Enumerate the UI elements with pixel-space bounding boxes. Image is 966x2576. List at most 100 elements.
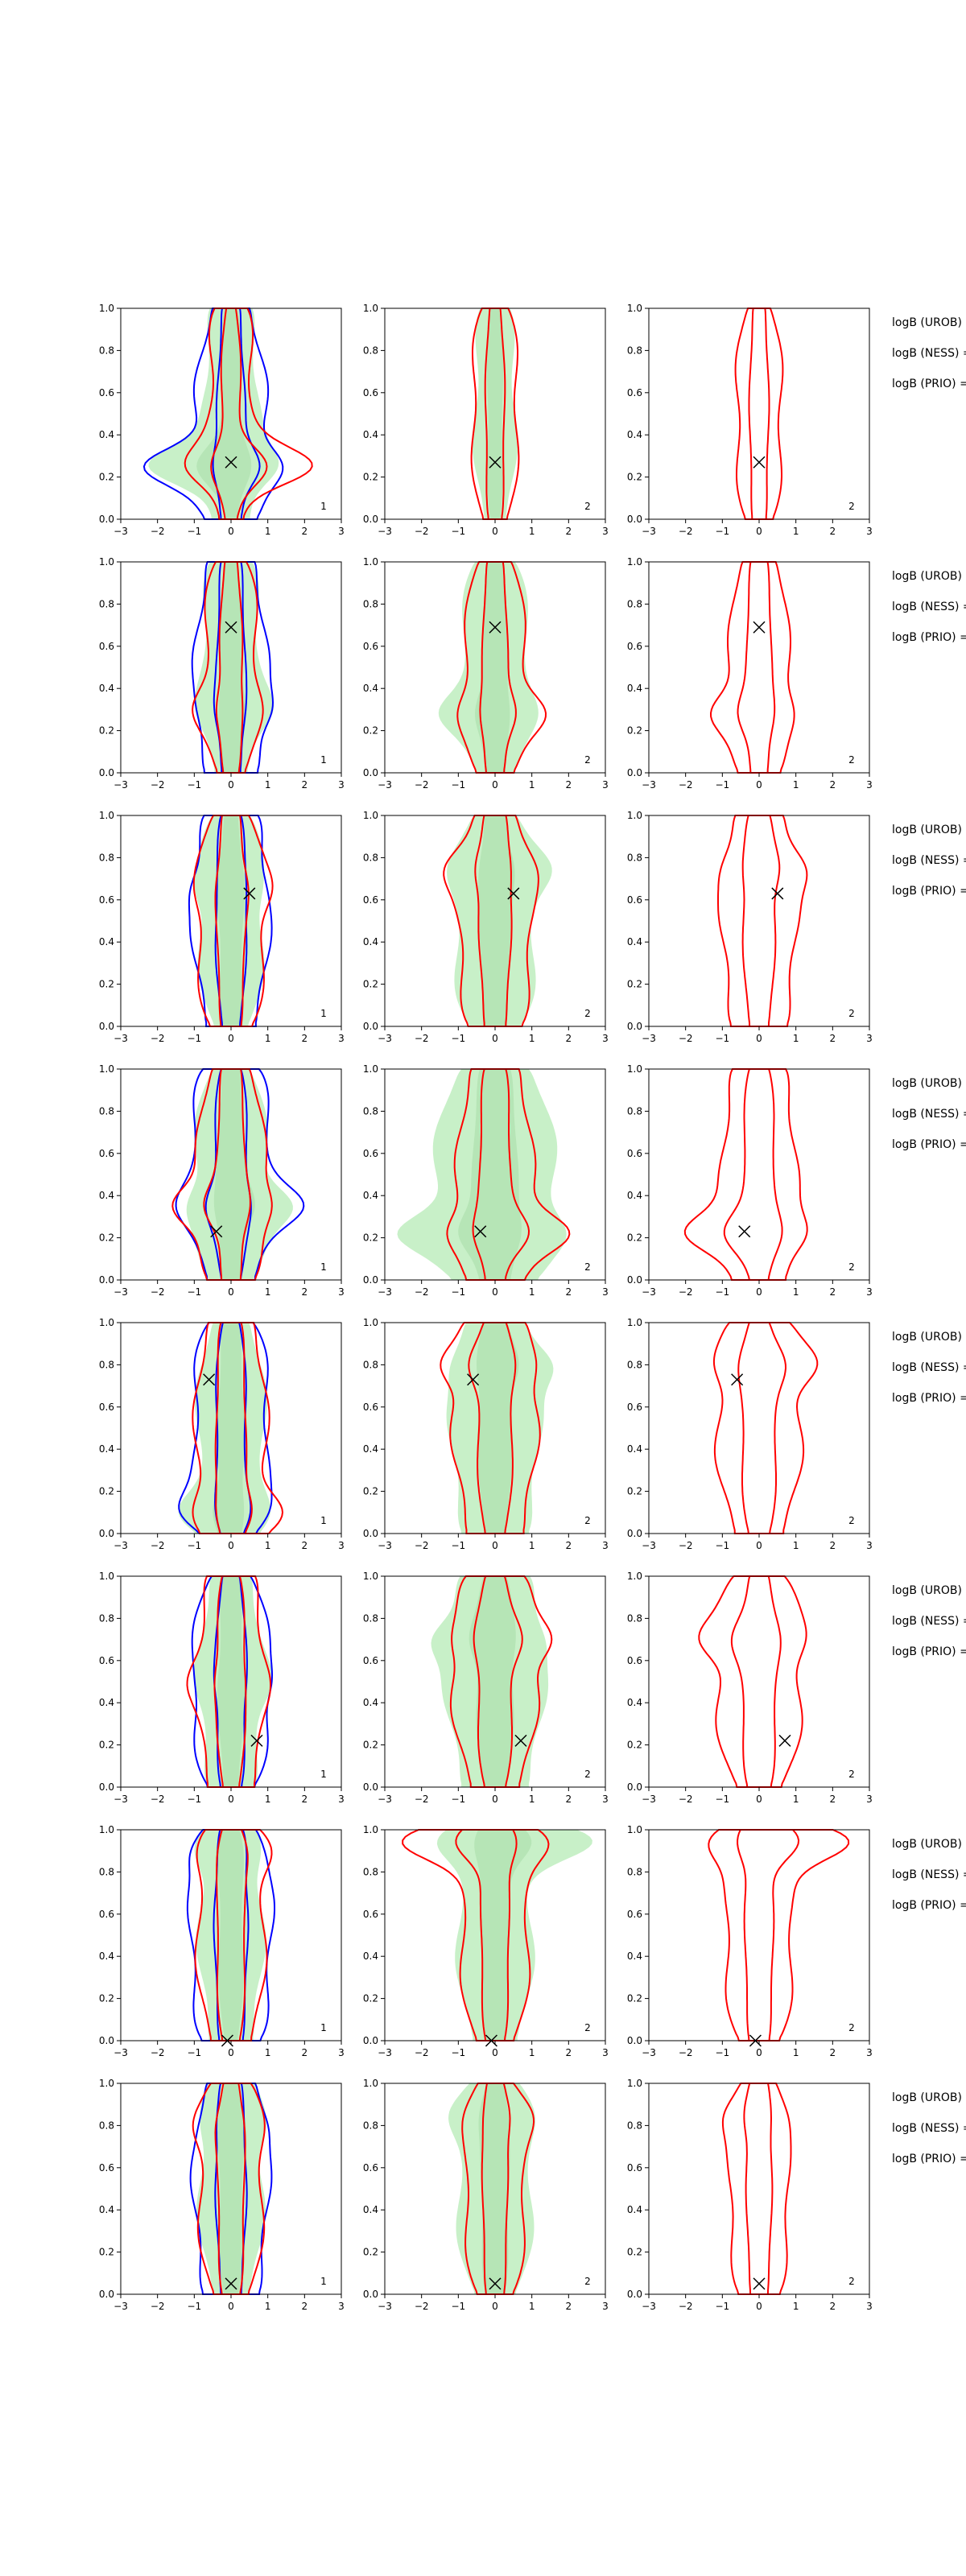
logb-label-1: logB (UROB) = <box>892 570 966 583</box>
panel-r5-c1: −3 −2 −1 0 1 2 3 0.0 0.2 0.4 0.6 0.8 1.0 1 <box>99 1317 345 1551</box>
y-tick-label: 0.4 <box>99 683 114 694</box>
y-tick-label: 0.2 <box>363 472 378 483</box>
y-tick-label: 0.8 <box>99 1866 114 1877</box>
x-tick-label: 3 <box>602 1286 609 1298</box>
y-tick-label: 0.4 <box>627 1697 642 1708</box>
true-value-marker <box>507 887 520 900</box>
logb-label-3: logB (PRIO) = <box>892 378 966 390</box>
panel-r7-c2: −3 −2 −1 0 1 2 3 0.0 0.2 0.4 0.6 0.8 1.0 2 <box>363 1824 609 2058</box>
y-tick-label: 0.2 <box>99 1232 114 1244</box>
y-tick-label: 0.8 <box>627 2120 642 2131</box>
y-tick-label: 0.2 <box>627 1486 642 1497</box>
x-tick-label: 2 <box>830 1540 836 1551</box>
x-tick-label: 3 <box>602 2301 609 2312</box>
y-tick-label: 0.8 <box>99 1105 114 1117</box>
logb-label-2: logB (NESS) = <box>892 1361 966 1374</box>
true-value-marker <box>738 1225 751 1238</box>
true-value-marker <box>225 456 237 469</box>
y-tick-label: 1.0 <box>99 1571 114 1582</box>
y-tick-label: 0.8 <box>363 1359 378 1370</box>
panel-corner-label: 2 <box>848 754 855 766</box>
x-tick-label: 2 <box>830 1033 836 1044</box>
x-tick-label: 1 <box>265 1286 271 1298</box>
panel-corner-label: 1 <box>320 2276 327 2287</box>
y-tick-label: 1.0 <box>99 1063 114 1075</box>
y-tick-label: 0.6 <box>627 387 642 398</box>
y-tick-label: 1.0 <box>363 303 378 314</box>
x-tick-label: 3 <box>338 1540 345 1551</box>
x-tick-label: 0 <box>228 2047 234 2058</box>
y-tick-label: 0.0 <box>99 1528 114 1539</box>
panel-r8-c3: −3 −2 −1 0 1 2 3 0.0 0.2 0.4 0.6 0.8 1.0 2 <box>627 2078 873 2312</box>
y-tick-label: 1.0 <box>99 810 114 821</box>
panel-corner-label: 1 <box>320 1769 327 1780</box>
logb-label-2: logB (NESS) = <box>892 601 966 613</box>
axes-frame <box>648 1068 870 1281</box>
y-tick-label: 0.4 <box>99 1951 114 1962</box>
ness-contour-outer <box>708 1829 850 2041</box>
x-tick-label: −1 <box>451 1286 465 1298</box>
x-tick-label: −1 <box>187 2301 201 2312</box>
y-tick-label: 0.4 <box>627 1951 642 1962</box>
x-tick-label: 1 <box>265 1033 271 1044</box>
x-tick-label: 3 <box>338 1286 345 1298</box>
x-tick-label: −3 <box>642 779 656 791</box>
y-tick-label: 0.8 <box>627 852 642 863</box>
y-tick-label: 1.0 <box>363 1317 378 1328</box>
panel-corner-label: 2 <box>584 2022 591 2033</box>
panel-r8-c2: −3 −2 −1 0 1 2 3 0.0 0.2 0.4 0.6 0.8 1.0 2 <box>363 2078 609 2312</box>
logb-label-2: logB (NESS) = <box>892 854 966 867</box>
density-fill-outer <box>436 1830 592 2041</box>
x-tick-label: 0 <box>492 1286 498 1298</box>
x-tick-label: −1 <box>451 1540 465 1551</box>
x-tick-label: 0 <box>228 2301 234 2312</box>
x-tick-label: −1 <box>451 2301 465 2312</box>
x-tick-label: 0 <box>228 526 234 537</box>
x-tick-label: 0 <box>492 1033 498 1044</box>
x-tick-label: 1 <box>529 1286 535 1298</box>
x-tick-label: −1 <box>715 2047 729 2058</box>
logb-label-1: logB (UROB) = <box>892 1838 966 1851</box>
y-tick-label: 0.4 <box>99 1697 114 1708</box>
y-tick-label: 0.6 <box>99 1402 114 1413</box>
panel-r3-c3: −3 −2 −1 0 1 2 3 0.0 0.2 0.4 0.6 0.8 1.0 2 <box>627 810 873 1044</box>
panel-corner-label: 2 <box>848 1515 855 1526</box>
x-tick-label: −2 <box>679 526 693 537</box>
x-tick-label: 1 <box>793 526 799 537</box>
x-tick-label: 1 <box>529 1794 535 1805</box>
logb-label-3: logB (PRIO) = <box>892 885 966 898</box>
y-tick-label: 0.6 <box>99 1148 114 1159</box>
logb-label-3: logB (PRIO) = <box>892 1392 966 1405</box>
x-tick-label: 0 <box>756 1540 762 1551</box>
panel-r5-c3: −3 −2 −1 0 1 2 3 0.0 0.2 0.4 0.6 0.8 1.0 2 <box>627 1317 873 1551</box>
axes-frame <box>648 308 870 520</box>
x-tick-label: −1 <box>451 1033 465 1044</box>
y-tick-label: 0.8 <box>627 1105 642 1117</box>
y-tick-label: 1.0 <box>363 1824 378 1835</box>
x-tick-label: 2 <box>830 2047 836 2058</box>
logb-label-1: logB (UROB) = <box>892 316 966 329</box>
x-tick-label: 0 <box>756 2047 762 2058</box>
x-tick-label: 3 <box>602 2047 609 2058</box>
x-tick-label: 2 <box>566 1286 572 1298</box>
x-tick-label: −3 <box>378 1540 392 1551</box>
x-tick-label: 3 <box>338 2047 345 2058</box>
panel-corner-label: 2 <box>848 2022 855 2033</box>
y-tick-label: 0.6 <box>363 1909 378 1920</box>
x-tick-label: 1 <box>793 2301 799 2312</box>
x-tick-label: 3 <box>338 1794 345 1805</box>
x-tick-label: −1 <box>451 2047 465 2058</box>
x-tick-label: −3 <box>378 1794 392 1805</box>
x-tick-label: 1 <box>793 1794 799 1805</box>
panel-corner-label: 2 <box>848 1261 855 1273</box>
x-tick-label: 2 <box>566 1794 572 1805</box>
true-value-marker <box>778 1734 791 1747</box>
y-tick-label: 0.4 <box>363 1951 378 1962</box>
density-fill-inner <box>486 308 504 519</box>
x-tick-label: −1 <box>451 779 465 791</box>
y-tick-label: 0.0 <box>363 1274 378 1286</box>
y-tick-label: 0.4 <box>627 1190 642 1201</box>
axes-frame <box>648 1829 870 2041</box>
x-tick-label: −3 <box>114 1794 128 1805</box>
y-tick-label: 1.0 <box>627 1063 642 1075</box>
